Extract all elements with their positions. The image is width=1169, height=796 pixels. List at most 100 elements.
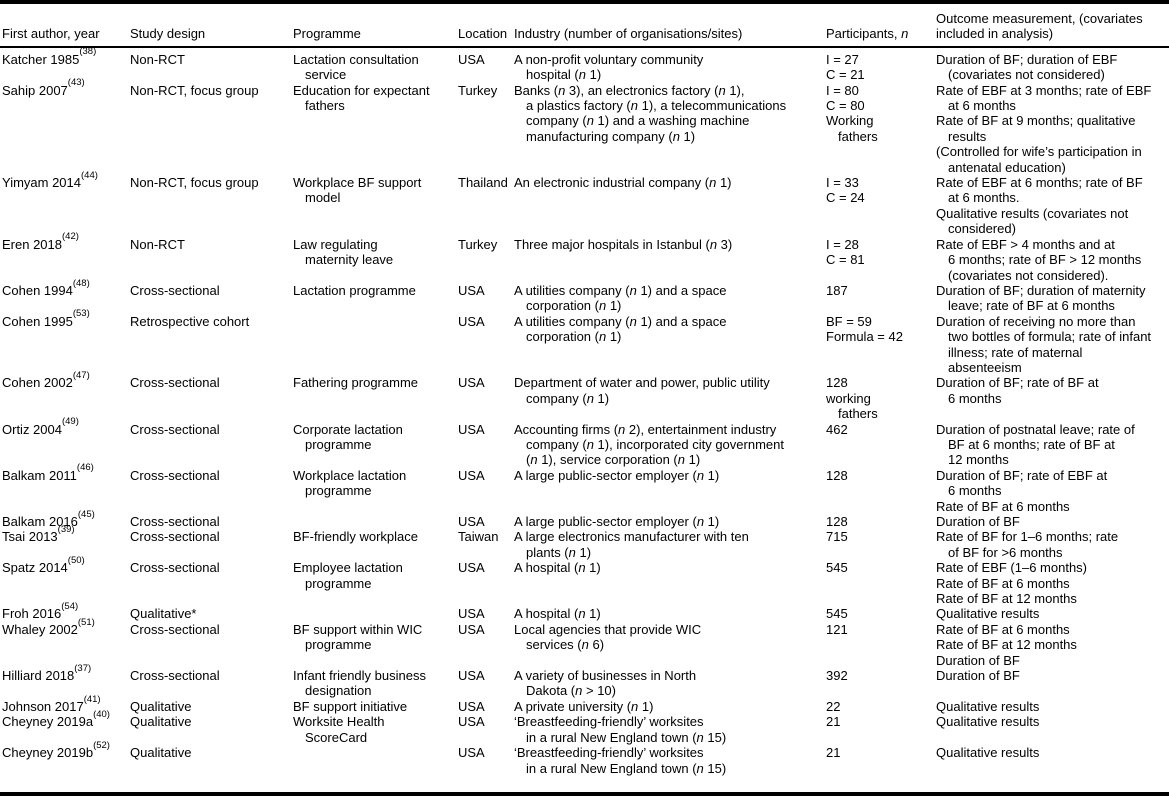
table-row: Cheyney 2019a(40) Qualitative Worksite Hea… [0, 710, 1169, 745]
cell-programme [293, 314, 458, 376]
table-row: Johnson 2017(41) Qualitative BF support in… [0, 694, 1169, 714]
cell-location: USA [458, 314, 514, 376]
cell-programme: BF support within WIC programme [293, 622, 458, 668]
cell-location: Taiwan [458, 529, 514, 560]
cell-line: Qualitative [130, 698, 192, 714]
cell-industry: A variety of businesses in North Dakota (… [514, 668, 826, 699]
cell-outcome: Rate of EBF at 3 months; rate of EBF at 6… [936, 83, 1169, 175]
cell-line: (n 1), service corporation (n 1) [526, 452, 701, 468]
cell-line: Employee lactation [293, 560, 403, 576]
cell-line: Cheyney 2019b(52) [2, 739, 110, 761]
cell-line: I = 80 [826, 82, 859, 98]
cell-outcome: Qualitative results [936, 606, 1169, 621]
cell-industry: A utilities company (n 1) and a space cor… [514, 283, 826, 314]
cell-line: 462 [826, 421, 848, 437]
cell-design: Cross-sectional [130, 375, 293, 421]
cell-line: Duration of BF; rate of BF at [936, 375, 1099, 391]
cell-line: Duration of BF [936, 652, 1020, 668]
cell-line: plants (n 1) [526, 544, 592, 560]
cell-location: USA [458, 668, 514, 699]
cell-line: manufacturing company (n 1) [526, 128, 696, 144]
cell-outcome: Duration of BF; rate of BF at 6 months [936, 375, 1169, 421]
cell-line: Thailand [458, 175, 508, 191]
cell-line: at 6 months. [948, 190, 1020, 206]
cell-industry: An electronic industrial company (n 1) [514, 175, 826, 237]
cell-line: Qualitative [130, 714, 192, 730]
cell-location: Thailand [458, 175, 514, 237]
cell-location: USA [458, 283, 514, 314]
cell-line: USA [458, 467, 485, 483]
cell-line: programme [305, 575, 372, 591]
cell-line: model [305, 190, 341, 206]
cell-design: Cross-sectional [130, 529, 293, 560]
cell-line: A large public-sector employer (n 1) [514, 514, 720, 529]
table-row: Yimyam 2014(44) Non-RCT, focus group Workp… [0, 170, 1169, 237]
cell-line: (covariates not considered) [948, 67, 1105, 83]
cell-line: Formula = 42 [826, 329, 903, 345]
cell-line: antenatal education) [948, 159, 1066, 175]
cell-industry: A hospital (n 1) [514, 606, 826, 621]
cell-line: Cross-sectional [130, 421, 220, 437]
cell-line: C = 21 [826, 67, 865, 83]
cell-line: in a rural New England town (n 15) [526, 729, 727, 745]
cell-line: Non-RCT, focus group [130, 175, 259, 191]
column-header-programme: Programme [293, 4, 458, 48]
cell-line: of BF for >6 months [948, 544, 1063, 560]
cell-design: Cross-sectional [130, 422, 293, 468]
cell-line: Infant friendly business [293, 668, 426, 684]
cell-line: Turkey [458, 236, 498, 252]
cell-industry: A utilities company (n 1) and a space cor… [514, 314, 826, 376]
cell-line: C = 81 [826, 252, 865, 268]
cell-line: 128 [826, 467, 848, 483]
cell-line: Cross-sectional [130, 621, 220, 637]
column-header-author: First author, year [0, 4, 130, 48]
cell-location: USA [458, 560, 514, 606]
cell-author: Katcher 1985(38) [0, 47, 130, 83]
cell-design: Cross-sectional [130, 668, 293, 699]
cell-line: 545 [826, 606, 848, 622]
cell-line: absenteeism [948, 359, 1022, 375]
cell-line: A private university (n 1) [514, 698, 654, 714]
cell-line: Eren 2018(42) [2, 231, 79, 252]
cell-line: BF support within WIC [293, 621, 423, 637]
cell-line: A large public-sector employer (n 1) [514, 467, 720, 483]
cell-line: Duration of BF; duration of EBF [936, 51, 1118, 67]
cell-participants: 22 [826, 699, 936, 714]
cell-line: designation [305, 683, 372, 699]
cell-author: Cheyney 2019a(40) [0, 710, 130, 745]
cell-author: Balkam 2011(46) [0, 463, 130, 514]
cell-participants: 21 [826, 714, 936, 745]
cell-line: Working [826, 113, 874, 129]
cell-line: Non-RCT [130, 51, 185, 67]
cell-industry: A private university (n 1) [514, 699, 826, 714]
column-header-design: Study design [130, 4, 293, 48]
cell-author: Cohen 1995(53) [0, 309, 130, 376]
cell-programme: Lactation consultation service [293, 47, 458, 83]
cell-author: Cohen 1994(48) [0, 278, 130, 314]
cell-location: USA [458, 714, 514, 745]
cell-industry: A large public-sector employer (n 1) [514, 468, 826, 514]
cell-line: Cohen 2002(47) [2, 370, 90, 391]
cell-design: Qualitative [130, 714, 293, 745]
cell-participants: 545 [826, 606, 936, 621]
cell-line: fathers [838, 128, 878, 144]
cell-line: Sahip 2007(43) [2, 77, 85, 98]
cell-location: USA [458, 468, 514, 514]
cell-line: Qualitative results [936, 745, 1040, 761]
cell-programme: Education for expectant fathers [293, 83, 458, 175]
cell-line: Qualitative [130, 745, 192, 761]
cell-line: 6 months; rate of BF > 12 months [948, 252, 1142, 268]
cell-location: USA [458, 745, 514, 776]
cell-line: 545 [826, 560, 848, 576]
cell-programme: Employee lactation programme [293, 560, 458, 606]
cell-line: A hospital (n 1) [514, 560, 601, 576]
cell-design: Cross-sectional [130, 514, 293, 529]
cell-location: USA [458, 422, 514, 468]
cell-line: BF at 6 months; rate of BF at [948, 436, 1115, 452]
cell-outcome: Duration of BF; duration of EBF (covariat… [936, 47, 1169, 83]
table-row: Cohen 1994(48) Cross-sectional Lactation p… [0, 278, 1169, 314]
cell-industry: ‘Breastfeeding-friendly’ worksites in a r… [514, 745, 826, 776]
cell-line: 22 [826, 698, 841, 714]
table-row: Eren 2018(42) Non-RCT Law regulating matern… [0, 231, 1169, 283]
